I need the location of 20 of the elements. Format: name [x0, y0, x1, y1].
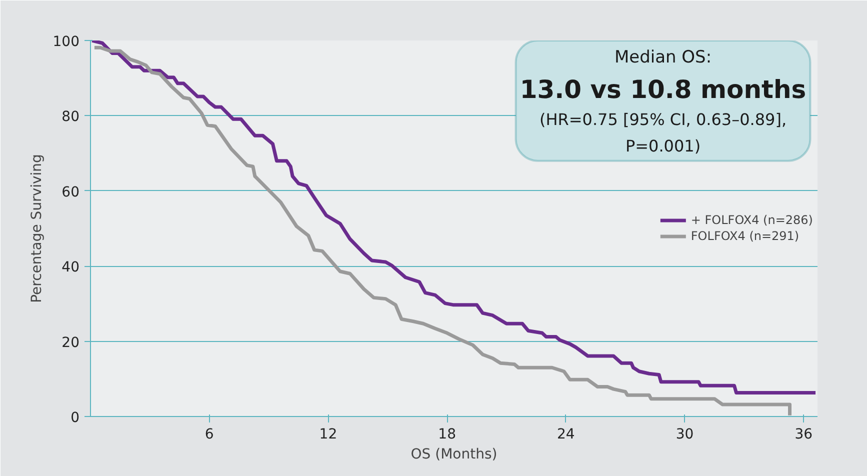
x-tick-label: 18	[438, 426, 456, 442]
x-axis-title: OS (Months)	[410, 446, 498, 462]
y-tick-label: 60	[62, 184, 80, 200]
annotation: Median OS:	[614, 47, 712, 68]
y-tick-label: 20	[62, 334, 80, 351]
y-tick-label: 0	[70, 410, 80, 426]
x-tick-label: 24	[557, 426, 575, 442]
y-tick-label: 40	[62, 260, 80, 276]
x-tick-label: 36	[794, 426, 813, 442]
annotation: P=0.001)	[625, 136, 701, 156]
x-tick-label: 6	[204, 426, 214, 442]
legend-label: + FOLFOX4 (n=286)	[690, 213, 813, 227]
y-axis-title: Percentage Surviving	[28, 154, 45, 303]
y-tick-label: 80	[62, 109, 80, 126]
annotation: (HR=0.75 [95% CI, 0.63–0.89],	[539, 110, 787, 129]
legend-label: FOLFOX4 (n=291)	[690, 229, 800, 243]
y-tick-label: 100	[52, 34, 80, 50]
annotation: 13.0 vs 10.8 months	[520, 74, 806, 104]
x-tick-label: 12	[319, 426, 338, 442]
x-tick-label: 30	[676, 426, 694, 442]
